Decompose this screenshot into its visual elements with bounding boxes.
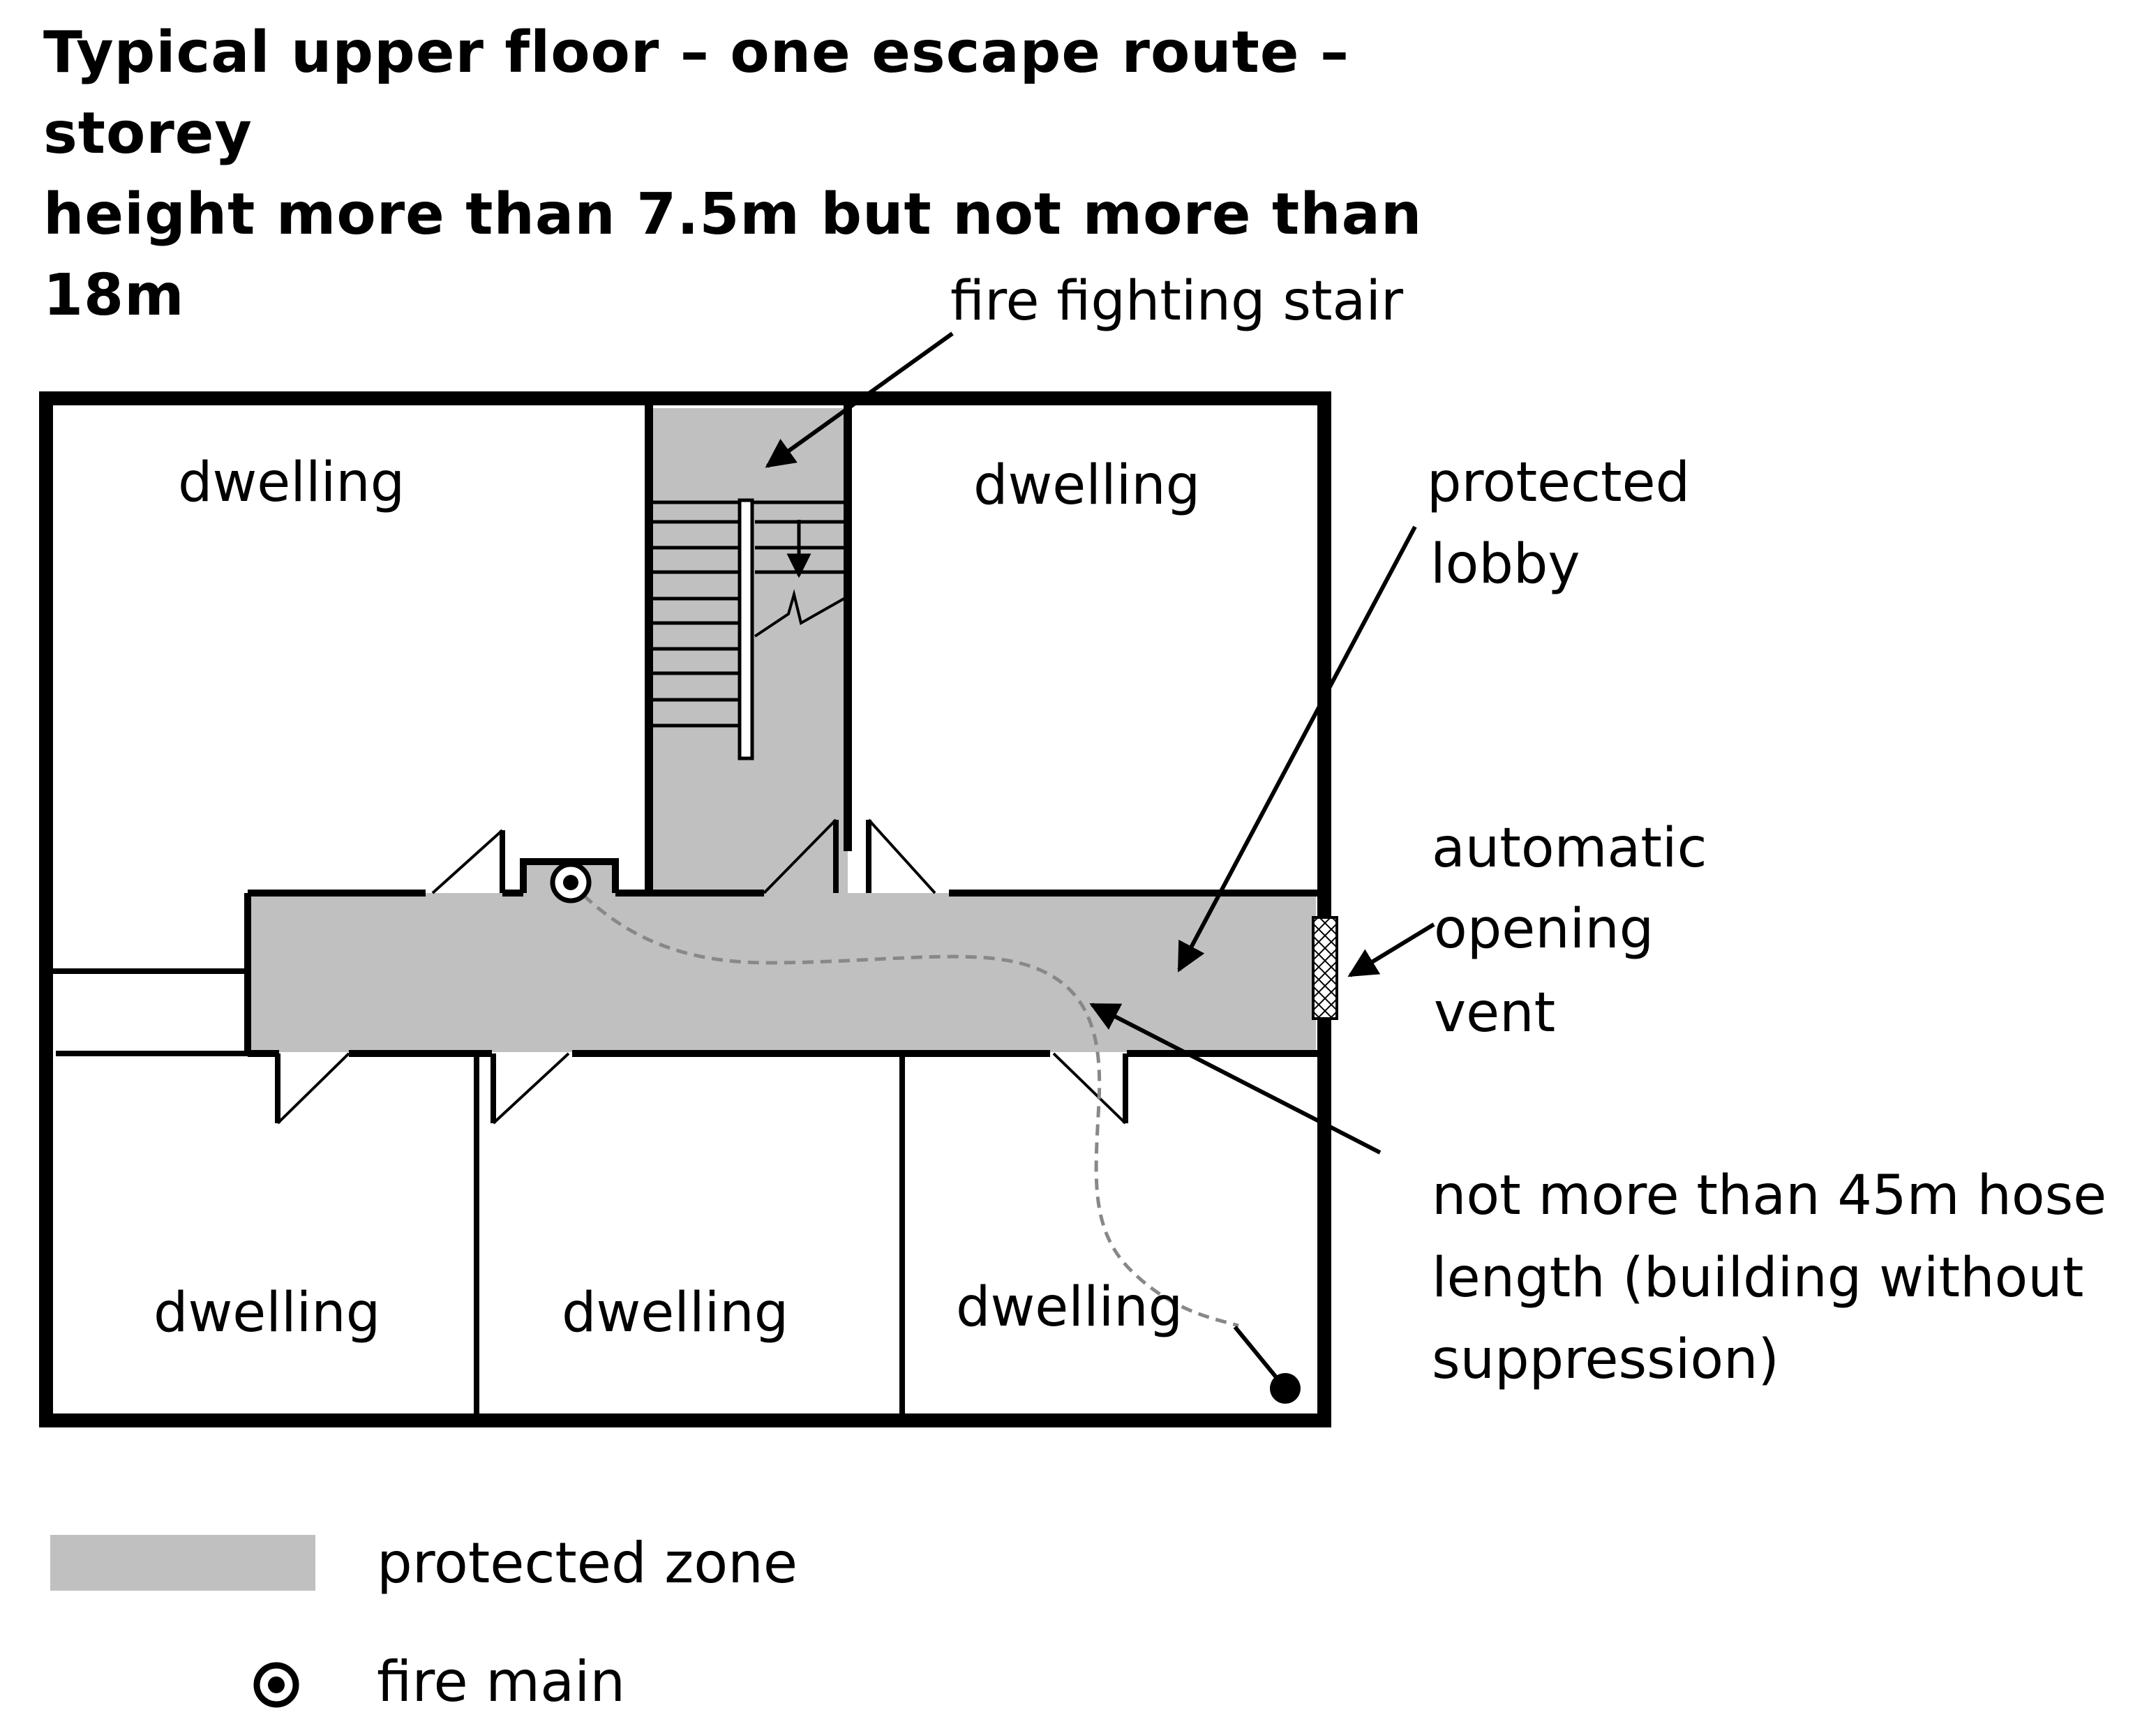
room-label-bottom-middle: dwelling xyxy=(562,1282,788,1344)
partition-walls xyxy=(52,968,905,1416)
vent-label-line-3: vent xyxy=(1434,982,1555,1044)
lobby-zone xyxy=(250,893,1316,1052)
stair-handrail xyxy=(738,498,754,760)
vent-leader-arrow xyxy=(1347,922,1435,977)
lobby-label-line-2: lobby xyxy=(1430,533,1580,596)
legend-protected-zone-swatch xyxy=(50,1535,315,1591)
outer-wall xyxy=(39,391,1331,1427)
room-label-bottom-left: dwelling xyxy=(154,1282,380,1344)
lobby-label-line-1: protected xyxy=(1427,451,1690,514)
hose-end-point xyxy=(1270,1373,1301,1404)
vent-label-line-1: automatic xyxy=(1432,817,1707,880)
hose-nozzle xyxy=(1233,1326,1285,1386)
hose-label-line-3: suppression) xyxy=(1432,1328,1779,1391)
stair-leader-arrow xyxy=(765,331,954,468)
room-label-bottom-right: dwelling xyxy=(956,1276,1183,1339)
stair-break-line xyxy=(754,589,848,638)
fire-main-icon xyxy=(550,862,592,903)
lobby-leader-arrow xyxy=(1177,525,1417,973)
legend-fire-main-icon xyxy=(253,1662,299,1708)
automatic-vent xyxy=(1312,916,1338,1020)
hose-label-line-2: length (building without xyxy=(1432,1247,2083,1310)
stair-label: fire fighting stair xyxy=(950,270,1404,333)
hose-label-line-1: not more than 45m hose xyxy=(1432,1164,2106,1227)
hose-leader-arrow xyxy=(1089,1003,1382,1155)
hose-path xyxy=(569,881,1239,1328)
legend-protected-zone-label: protected zone xyxy=(377,1531,798,1596)
room-label-top-left: dwelling xyxy=(178,451,405,514)
title-line-1: Typical upper floor – one escape route –… xyxy=(43,20,1350,167)
vent-label-line-2: opening xyxy=(1434,898,1654,961)
legend-fire-main-label: fire main xyxy=(377,1649,625,1710)
title-line-2: height more than 7.5m but not more than … xyxy=(43,181,1423,329)
room-label-top-right: dwelling xyxy=(973,454,1200,517)
diagram-title: Typical upper floor – one escape route –… xyxy=(43,13,1509,336)
door-swings xyxy=(275,818,1128,1125)
